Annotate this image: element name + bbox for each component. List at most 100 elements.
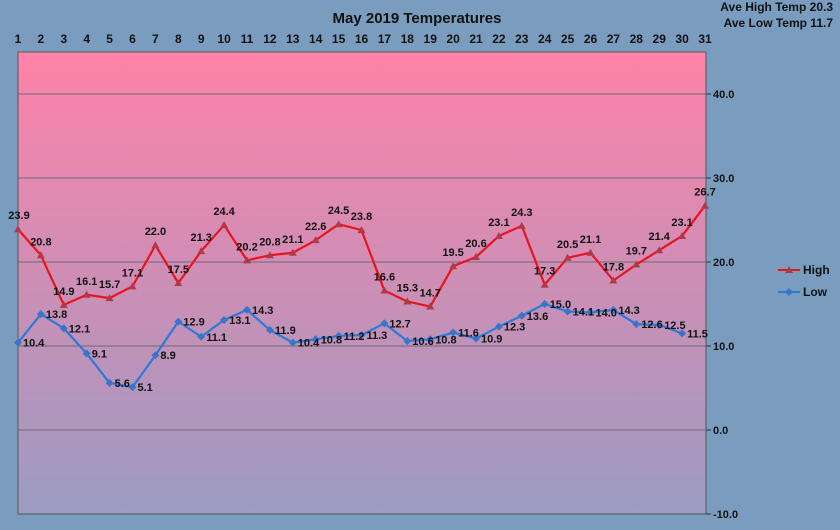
data-label-low: 10.6 [412, 336, 433, 348]
data-point-high [655, 246, 664, 254]
x-tick-label: 29 [653, 32, 667, 46]
data-point-low [334, 331, 343, 340]
y-tick-label: 0.0 [713, 425, 728, 437]
x-tick-label: 7 [152, 32, 159, 46]
data-label-high: 24.5 [328, 205, 349, 217]
data-point-high [105, 294, 114, 302]
data-point-high [243, 256, 251, 264]
data-labels: 23.9 20.8 14.916.1 15.717.1 22.0 17.5 21.3 24.4… [8, 187, 715, 394]
x-tick-label: 6 [129, 32, 136, 46]
data-point-high [197, 247, 206, 255]
data-point-high [586, 248, 595, 256]
data-point-low [472, 334, 480, 343]
data-point-high [563, 253, 572, 261]
data-point-high [36, 251, 45, 259]
data-label-low: 10.8 [435, 334, 456, 346]
data-label-low: 13.1 [229, 315, 250, 327]
x-tick-label: 12 [263, 32, 277, 46]
data-label-low: 12.6 [641, 319, 662, 331]
data-point-low [14, 338, 22, 347]
data-point-low [403, 336, 412, 345]
data-label-high: 21.1 [282, 234, 303, 246]
plot-area [17, 51, 707, 515]
x-tick-label: 5 [106, 32, 113, 46]
data-label-high: 24.3 [511, 207, 532, 219]
data-point-low [540, 300, 549, 308]
x-tick-label: 16 [355, 32, 369, 46]
data-point-high [449, 262, 458, 270]
data-label-low: 5.6 [115, 378, 130, 390]
data-label-low: 11.1 [206, 332, 227, 344]
data-point-high [265, 251, 274, 259]
data-label-low: 5.1 [138, 382, 153, 394]
data-label-low: 11.5 [687, 328, 708, 340]
y-tick-label: 30.0 [713, 173, 734, 185]
series-layer [14, 201, 709, 392]
data-point-low [82, 349, 91, 358]
x-tick-label: 11 [241, 32, 254, 46]
data-point-high [701, 201, 709, 209]
x-tick-label: 9 [198, 32, 205, 46]
y-tick-label: 40.0 [713, 89, 734, 101]
data-point-high [403, 297, 412, 305]
data-label-low: 12.9 [183, 317, 204, 329]
data-point-low [265, 326, 274, 335]
data-point-high [82, 290, 91, 298]
x-tick-label: 20 [446, 32, 460, 46]
data-label-high: 20.5 [557, 239, 578, 251]
data-label-high: 22.6 [305, 221, 326, 233]
data-label-low: 10.4 [23, 338, 45, 350]
data-point-low [609, 305, 618, 314]
data-point-high [220, 221, 229, 229]
data-label-high: 15.7 [99, 279, 120, 291]
chart-title: May 2019 Temperatures [333, 10, 502, 27]
data-label-low: 15.0 [550, 299, 571, 311]
data-point-high [151, 241, 160, 249]
data-point-low [426, 335, 435, 344]
data-point-high [174, 279, 183, 286]
data-label-low: 10.4 [298, 338, 320, 350]
data-label-low: 12.1 [69, 323, 90, 335]
x-tick-label: 26 [584, 32, 598, 46]
legend-low-marker [785, 288, 793, 296]
x-tick-label: 21 [469, 32, 483, 46]
data-point-high [678, 231, 687, 239]
data-label-high: 20.8 [259, 236, 280, 248]
data-label-low: 12.7 [389, 318, 410, 330]
legend-low-label: Low [803, 285, 828, 299]
data-label-low: 14.3 [252, 305, 273, 317]
data-label-high: 14.9 [53, 286, 74, 298]
data-label-low: 13.8 [46, 309, 67, 321]
data-label-high: 19.7 [626, 246, 647, 258]
data-label-low: 14.0 [596, 307, 617, 319]
data-label-high: 22.0 [145, 226, 166, 238]
data-label-low: 13.6 [527, 311, 548, 323]
data-point-low [311, 335, 320, 344]
data-point-low [128, 383, 137, 392]
data-label-high: 23.9 [8, 210, 29, 222]
data-point-low [494, 322, 503, 331]
data-point-high [128, 282, 137, 290]
data-point-low [197, 332, 206, 341]
data-point-low [632, 320, 641, 329]
data-label-low: 14.3 [618, 305, 639, 317]
data-label-high: 23.8 [351, 211, 372, 223]
x-tick-label: 2 [38, 32, 45, 46]
x-tick-label: 4 [83, 32, 90, 46]
data-label-low: 14.1 [573, 307, 594, 319]
x-tick-label: 22 [492, 32, 506, 46]
data-point-high [472, 252, 480, 260]
x-tick-label: 14 [309, 32, 323, 46]
data-point-high [311, 236, 320, 244]
data-point-high [540, 280, 549, 288]
data-label-low: 11.9 [275, 325, 296, 337]
data-label-high: 17.8 [603, 261, 624, 273]
data-label-low: 11.2 [344, 331, 365, 343]
data-point-low [243, 305, 251, 314]
data-point-high [632, 260, 641, 268]
data-point-high [426, 302, 435, 310]
data-point-high [380, 286, 389, 294]
x-tick-label: 13 [286, 32, 300, 46]
data-label-high: 17.1 [122, 267, 143, 279]
